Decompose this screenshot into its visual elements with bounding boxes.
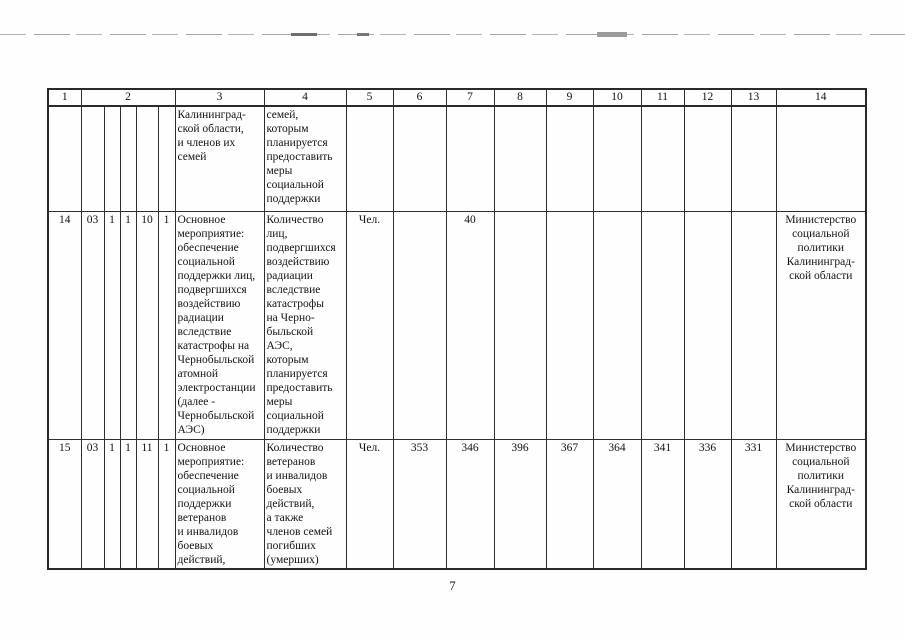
activity-name-cell: Калининград- ской области, и членов их с… (174, 105, 265, 212)
executor-cell (775, 105, 867, 212)
activity-name-cell: Основное мероприятие: обеспечение социал… (174, 210, 265, 440)
code-part-cell: 03 (80, 438, 105, 569)
column-number-header: 8 (493, 88, 547, 107)
code-part-cell: 1 (103, 210, 121, 440)
indicator-value-cell (493, 210, 547, 440)
indicator-value-cell (592, 210, 642, 440)
indicator-value-cell (592, 105, 642, 212)
column-number-header: 13 (730, 88, 777, 107)
unit-cell (345, 105, 394, 212)
code-part-cell: 03 (80, 210, 105, 440)
column-number-header: 11 (640, 88, 685, 107)
indicator-value-cell: 364 (592, 438, 642, 569)
column-number-header: 6 (392, 88, 447, 107)
executor-cell: Министерство социальной политики Калинин… (775, 210, 867, 440)
row-number-cell (47, 105, 82, 212)
indicator-value-cell (683, 210, 732, 440)
indicator-value-cell (640, 105, 685, 212)
table-row-14: 14 03 1 1 10 1 Основное мероприятие: обе… (47, 210, 867, 440)
row-number-cell: 15 (47, 438, 82, 569)
scan-artifact-mark (597, 32, 627, 37)
indicator-value-cell (493, 105, 547, 212)
indicator-value-cell: 346 (445, 438, 495, 569)
scan-artifact-line (0, 34, 905, 35)
indicator-value-cell: 367 (545, 438, 594, 569)
code-part-cell: 1 (103, 438, 121, 569)
program-indicators-table: 1 2 3 4 5 6 7 8 9 10 11 12 13 14 (47, 88, 868, 570)
indicator-value-cell: 40 (445, 210, 495, 440)
code-part-cell (157, 105, 176, 212)
indicator-value-cell: 353 (392, 438, 447, 569)
code-part-cell: 1 (119, 438, 137, 569)
indicator-value-cell (445, 105, 495, 212)
code-part-cell (119, 105, 137, 212)
column-number-header: 2 (80, 88, 176, 107)
indicator-value-cell (392, 105, 447, 212)
column-number-header: 10 (592, 88, 642, 107)
column-number-header: 4 (263, 88, 347, 107)
unit-cell: Чел. (345, 438, 394, 569)
indicator-value-cell: 331 (730, 438, 777, 569)
column-number-header: 12 (683, 88, 732, 107)
indicator-value-cell (545, 210, 594, 440)
code-part-cell: 1 (119, 210, 137, 440)
column-number-header: 14 (775, 88, 867, 107)
activity-name-cell: Основное мероприятие: обеспечение социал… (174, 438, 265, 569)
code-part-cell (135, 105, 159, 212)
unit-cell: Чел. (345, 210, 394, 440)
indicator-value-cell (730, 105, 777, 212)
indicator-value-cell (640, 210, 685, 440)
code-part-cell (80, 105, 105, 212)
scan-artifact-mark (357, 33, 369, 36)
column-number-header: 7 (445, 88, 495, 107)
indicator-name-cell: семей, которым планируется предоставить … (263, 105, 347, 212)
code-part-cell: 10 (135, 210, 159, 440)
column-numbers-row: 1 2 3 4 5 6 7 8 9 10 11 12 13 14 (47, 88, 867, 107)
indicator-value-cell (683, 105, 732, 212)
code-part-cell (103, 105, 121, 212)
indicator-value-cell (392, 210, 447, 440)
column-number-header: 9 (545, 88, 594, 107)
column-number-header: 5 (345, 88, 394, 107)
column-number-header: 1 (47, 88, 82, 107)
indicator-name-cell: Количество ветеранов и инвалидов боевых … (263, 438, 347, 569)
indicator-value-cell (545, 105, 594, 212)
row-number-cell: 14 (47, 210, 82, 440)
table-row-15: 15 03 1 1 11 1 Основное мероприятие: обе… (47, 438, 867, 569)
table-row-continuation: Калининград- ской области, и членов их с… (47, 105, 867, 212)
indicator-value-cell: 336 (683, 438, 732, 569)
executor-cell: Министерство социальной политики Калинин… (775, 438, 867, 569)
indicator-value-cell: 396 (493, 438, 547, 569)
code-part-cell: 1 (157, 210, 176, 440)
indicator-value-cell (730, 210, 777, 440)
code-part-cell: 1 (157, 438, 176, 569)
indicator-name-cell: Количество лиц, подвергшихся воздействию… (263, 210, 347, 440)
column-number-header: 3 (174, 88, 265, 107)
scan-artifact-mark (291, 33, 317, 36)
page-number: 7 (449, 579, 456, 593)
code-part-cell: 11 (135, 438, 159, 569)
indicator-value-cell: 341 (640, 438, 685, 569)
